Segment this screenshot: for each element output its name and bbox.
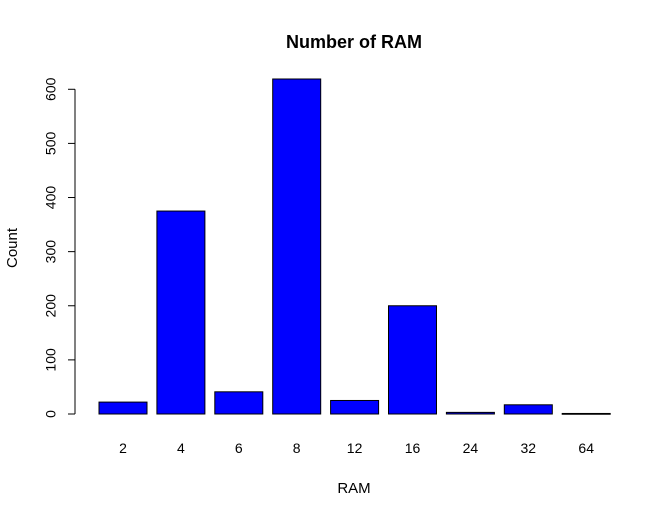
x-tick-label: 6	[235, 440, 243, 456]
x-tick-label: 2	[119, 440, 127, 456]
bar-12	[330, 399, 380, 415]
y-tick-label: 500	[43, 132, 59, 156]
y-axis-title: Count	[4, 227, 21, 268]
bar-16	[388, 305, 437, 415]
x-tick-label: 8	[293, 440, 301, 456]
y-tick-label: 300	[43, 240, 59, 264]
y-tick-label: 400	[43, 186, 59, 210]
x-axis-title: RAM	[337, 480, 370, 497]
bar-8	[272, 78, 322, 415]
y-tick-label: 200	[43, 294, 59, 318]
bars-group	[98, 78, 611, 415]
bar-24	[445, 411, 495, 415]
y-tick-label: 100	[43, 348, 59, 372]
x-tick-label: 4	[177, 440, 185, 456]
x-tick-label: 12	[347, 440, 363, 456]
x-tick-label: 24	[463, 440, 479, 456]
bar-4	[156, 210, 206, 415]
x-tick-labels: 2 4 6 8 12 16 24 32 64	[119, 440, 594, 456]
x-tick-label: 64	[578, 440, 594, 456]
x-tick-label: 32	[521, 440, 537, 456]
bar-32	[503, 404, 553, 415]
y-axis: 0 100 200 300 400 500 600	[43, 77, 76, 418]
bar-2	[98, 401, 148, 415]
y-tick-label: 600	[43, 77, 59, 101]
bar-6	[214, 391, 264, 415]
y-tick-label: 0	[43, 410, 59, 418]
bar-64	[561, 412, 611, 415]
chart-title: Number of RAM	[286, 32, 422, 52]
x-tick-label: 16	[405, 440, 421, 456]
